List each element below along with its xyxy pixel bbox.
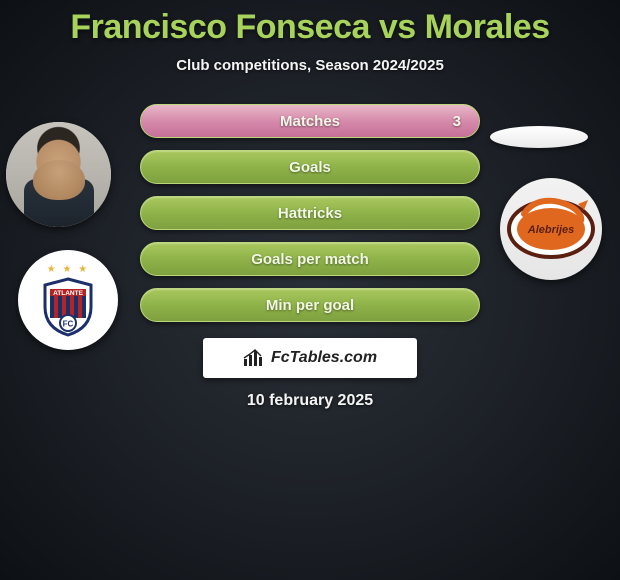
shield-icon: ATLANTE FC [41,277,95,337]
stat-label: Goals [289,159,331,176]
club-right-crest: Alebrijes [500,178,602,280]
player-right-avatar-placeholder [490,126,588,148]
date-label: 10 february 2025 [0,392,620,410]
badge-label: Alebrijes [527,224,574,236]
stat-value: 3 [453,113,461,130]
stat-row-matches: Matches 3 [140,104,480,138]
crest-label: ATLANTE [53,290,84,297]
comparison-card: Francisco Fonseca vs Morales Club compet… [0,0,620,580]
subtitle: Club competitions, Season 2024/2025 [0,57,620,74]
branding-text: FcTables.com [271,349,377,367]
svg-text:FC: FC [63,319,74,328]
branding-badge: FcTables.com [203,338,417,378]
player-face-icon [6,122,111,227]
stat-row-goals-per-match: Goals per match [140,242,480,276]
stat-row-goals: Goals [140,150,480,184]
alebrijes-badge-icon: Alebrijes [506,192,596,266]
player-left-avatar [6,122,111,227]
stat-label: Min per goal [266,297,354,314]
page-title: Francisco Fonseca vs Morales [0,8,620,47]
stats-list: Matches 3 Goals Hattricks Goals per matc… [140,104,480,322]
stat-row-min-per-goal: Min per goal [140,288,480,322]
stat-label: Goals per match [251,251,369,268]
stat-label: Matches [280,113,340,130]
club-left-crest: ★ ★ ★ ATLANTE FC [18,250,118,350]
crest-stars-icon: ★ ★ ★ [47,264,89,275]
bar-chart-icon [243,349,265,367]
stat-row-hattricks: Hattricks [140,196,480,230]
stat-label: Hattricks [278,205,342,222]
